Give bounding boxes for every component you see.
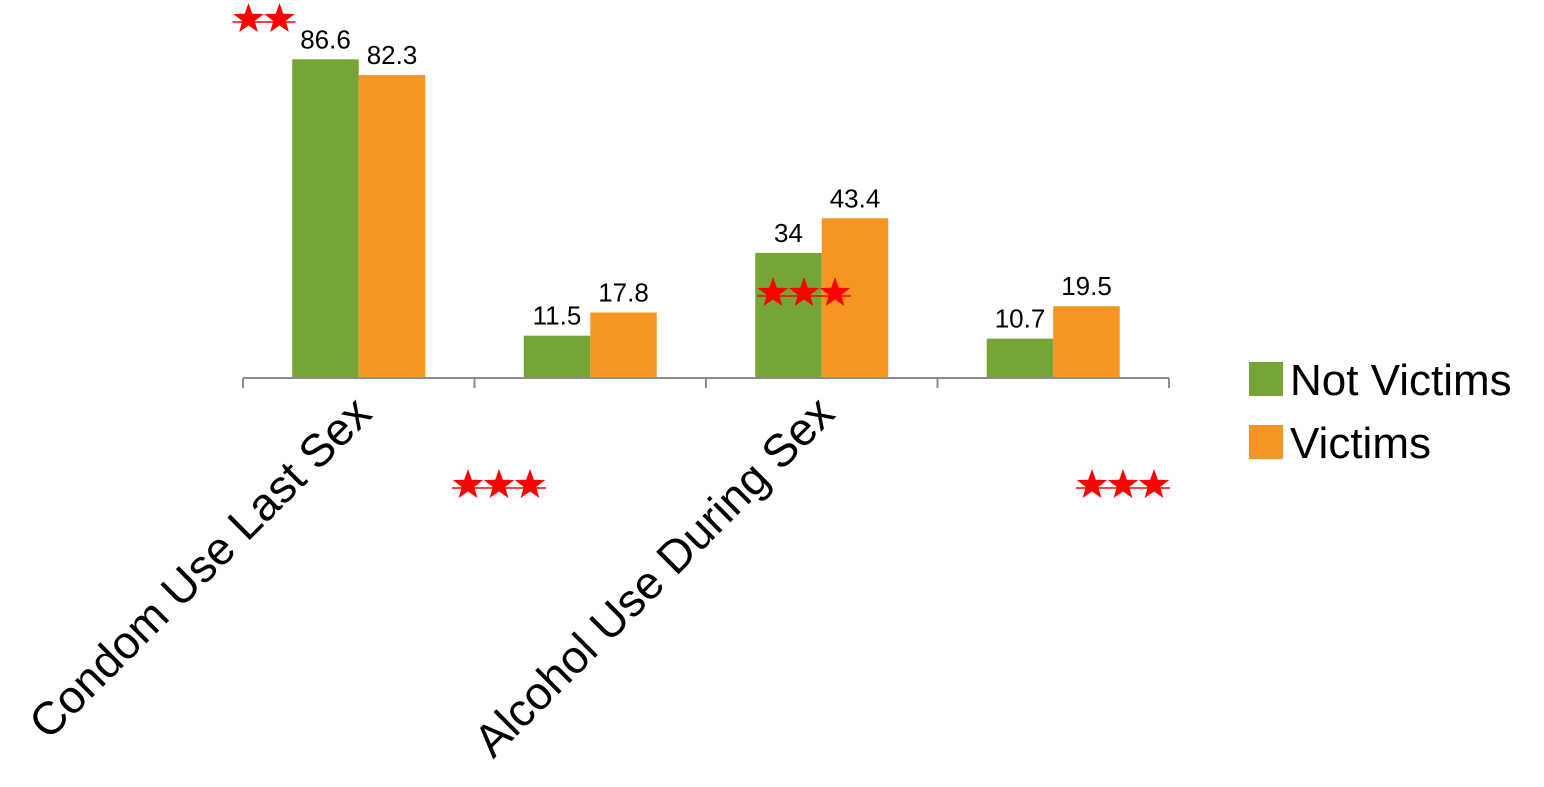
category-label-0: Condom Use Last Sex	[19, 386, 381, 748]
star-icon	[819, 277, 851, 306]
star-icon	[1076, 469, 1108, 498]
legend-label-1: Victims	[1290, 419, 1431, 468]
star-icon	[483, 469, 515, 498]
data-label-0-1: 11.5	[533, 301, 582, 331]
x-axis	[242, 377, 1170, 388]
star-icon	[1138, 469, 1170, 498]
bar-not-victims-0	[292, 59, 359, 378]
significance-stars-2	[757, 277, 851, 306]
bars-layer	[292, 59, 1120, 379]
star-icon	[757, 277, 789, 306]
data-labels-layer: 86.6 11.5 34 10.7 82.3 17.8 43.4 19.5	[300, 24, 1112, 333]
legend-swatch-1	[1249, 425, 1283, 459]
data-label-0-0: 86.6	[300, 24, 351, 54]
data-label-0-3: 10.7	[995, 304, 1046, 334]
legend: Not Victims Victims	[1249, 356, 1512, 468]
category-labels-layer: Condom Use Last Sex Alcohol Use During Se…	[19, 386, 844, 766]
bar-victims-3	[1053, 306, 1120, 378]
star-icon	[514, 469, 546, 498]
bar-victims-0	[358, 75, 426, 379]
bar-not-victims-3	[986, 338, 1054, 378]
star-icon	[264, 3, 295, 32]
bar-victims-1	[590, 312, 657, 378]
star-icon	[233, 3, 264, 32]
star-icon	[1107, 469, 1139, 498]
bar-not-victims-2	[755, 252, 822, 378]
star-icon	[788, 277, 820, 306]
significance-stars-layer	[232, 3, 1170, 498]
significance-stars-3	[1076, 469, 1170, 498]
data-label-1-3: 19.5	[1061, 271, 1112, 301]
data-label-1-0: 82.3	[367, 40, 418, 70]
bar-not-victims-1	[523, 335, 591, 378]
significance-stars-1	[452, 469, 546, 498]
significance-stars-0	[232, 3, 296, 32]
data-label-0-2: 34	[774, 218, 803, 248]
legend-label-0: Not Victims	[1290, 356, 1512, 405]
data-label-1-1: 17.8	[598, 277, 649, 307]
star-icon	[452, 469, 484, 498]
category-label-2: Alcohol Use During Sex	[464, 386, 844, 766]
data-label-1-2: 43.4	[830, 183, 881, 213]
legend-swatch-0	[1249, 362, 1283, 396]
